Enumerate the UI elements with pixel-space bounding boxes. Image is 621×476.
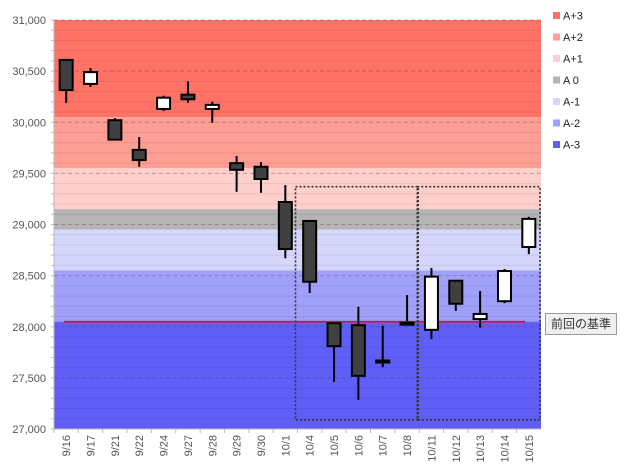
candle-body-9/22 [131, 148, 147, 162]
legend-swatch-A-3 [553, 141, 560, 148]
candle-body-10/12 [448, 279, 464, 305]
candle-body-10/11 [423, 275, 439, 331]
candle-body-10/13 [472, 312, 488, 321]
band-A+3 [54, 20, 541, 118]
candle-body-10/15 [521, 217, 537, 248]
candle-body-9/27 [180, 93, 196, 101]
x-tick-label: 9/30 [256, 435, 268, 456]
y-tick-label: 29,000 [12, 220, 46, 232]
x-tick-label: 9/24 [159, 435, 171, 456]
x-tick-label: 10/13 [475, 435, 487, 463]
x-tick-label: 10/1 [280, 435, 292, 456]
legend-swatch-A+3 [553, 12, 560, 19]
y-tick-label: 27,000 [12, 424, 46, 436]
y-tick-label: 28,500 [12, 271, 46, 283]
x-tick-label: 10/5 [329, 435, 341, 456]
x-tick-label: 9/21 [110, 435, 122, 456]
legend-swatch-A-1 [553, 98, 560, 105]
legend-swatch-A0 [553, 76, 560, 84]
candle-body-10/14 [496, 270, 512, 303]
legend-swatch-A-2 [553, 119, 560, 127]
x-tick-label: 10/11 [426, 435, 438, 462]
candle-body-10/7 [375, 359, 391, 364]
candle-body-9/16 [58, 58, 74, 92]
x-tick-label: 9/22 [134, 435, 146, 456]
y-tick-label: 30,000 [12, 117, 46, 129]
x-tick-label: 9/27 [183, 435, 195, 456]
legend-label: A 0 [563, 75, 579, 87]
legend-swatch-A+2 [553, 33, 560, 41]
x-tick-label: 10/12 [451, 435, 463, 463]
x-tick-label: 9/29 [232, 435, 244, 456]
candle-body-9/17 [83, 71, 99, 85]
candle-body-9/29 [229, 162, 245, 171]
x-tick-label: 9/16 [61, 435, 73, 456]
band-A+1 [54, 168, 541, 210]
candle-body-10/6 [350, 324, 366, 377]
band-A-1 [54, 229, 541, 271]
x-tick-label: 10/8 [402, 435, 414, 456]
x-tick-label: 9/17 [86, 435, 98, 456]
legend-label: A-2 [563, 118, 580, 130]
x-tick-label: 10/14 [499, 435, 511, 463]
band-A0 [54, 209, 541, 230]
x-tick-label: 10/6 [353, 435, 365, 456]
candle-body-10/4 [302, 219, 318, 283]
highlight-box [294, 185, 420, 421]
legend-label: A-3 [563, 140, 580, 152]
y-tick-label: 29,500 [12, 168, 46, 180]
y-tick-label: 31,000 [12, 15, 46, 27]
legend-label: A-1 [563, 97, 580, 109]
legend-label: A+2 [563, 32, 583, 44]
y-tick-label: 30,500 [12, 66, 46, 78]
legend-swatch-A+1 [553, 55, 560, 62]
x-tick-label: 10/4 [305, 435, 317, 456]
x-tick-label: 9/28 [207, 435, 219, 456]
band-A-3 [54, 321, 541, 429]
candle-body-10/1 [277, 201, 293, 251]
reference-line-label: 前回の基準 [545, 313, 617, 335]
y-tick-label: 28,000 [12, 322, 46, 334]
x-tick-label: 10/7 [378, 435, 390, 456]
y-tick-label: 27,500 [12, 373, 46, 385]
candle-body-9/24 [156, 96, 172, 110]
x-tick-label: 10/15 [524, 435, 536, 463]
legend-label: A+3 [563, 11, 583, 23]
candle-body-10/5 [326, 322, 342, 348]
candle-body-9/28 [204, 103, 220, 110]
candle-body-9/21 [107, 119, 123, 141]
candle-body-10/8 [399, 321, 415, 326]
candle-body-9/30 [253, 165, 269, 180]
legend-label: A+1 [563, 54, 583, 66]
highlight-box [416, 185, 541, 421]
